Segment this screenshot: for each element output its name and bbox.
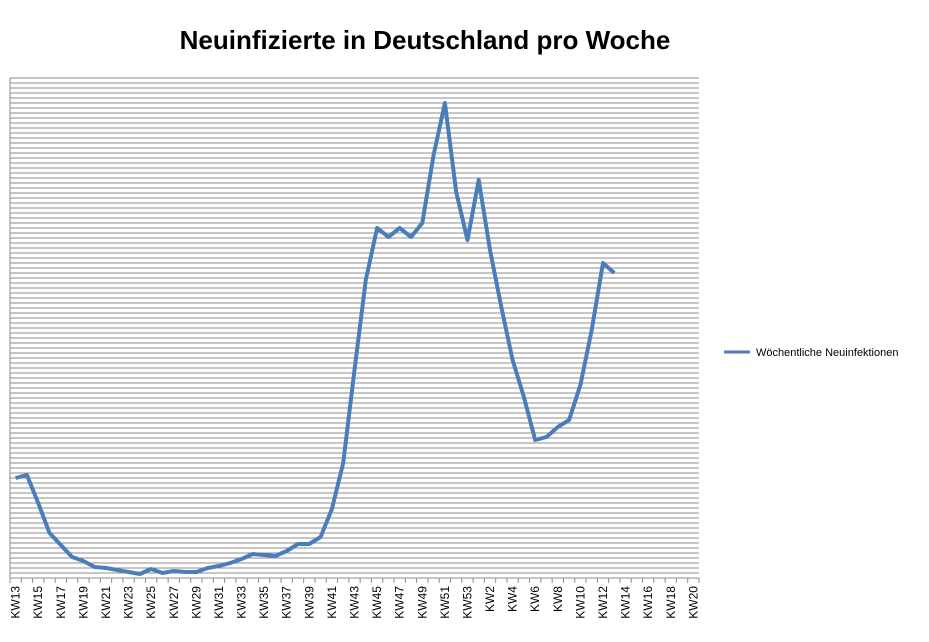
x-tick-label: KW23 <box>122 586 136 619</box>
x-tick-label: KW45 <box>370 586 384 619</box>
x-tick-label: KW39 <box>302 586 316 619</box>
axes <box>9 78 700 583</box>
x-tick-label: KW2 <box>483 586 497 612</box>
x-tick-label: KW35 <box>257 586 271 619</box>
x-tick-label: KW29 <box>189 586 203 619</box>
x-tick-label: KW6 <box>528 586 542 612</box>
x-tick-label: KW4 <box>506 586 520 612</box>
series-line <box>15 101 616 576</box>
x-tick-label: KW27 <box>167 586 181 619</box>
x-tick-label: KW25 <box>144 586 158 619</box>
x-tick-label: KW31 <box>212 586 226 619</box>
x-tick-label: KW21 <box>99 586 113 619</box>
x-tick-label: KW17 <box>54 586 68 619</box>
x-tick-label: KW15 <box>31 586 45 619</box>
chart-title: Neuinfizierte in Deutschland pro Woche <box>180 25 671 55</box>
legend-label: Wöchentliche Neuinfektionen <box>756 347 898 359</box>
x-tick-label: KW51 <box>438 586 452 619</box>
x-tick-label: KW33 <box>235 586 249 619</box>
x-tick-label: KW10 <box>573 586 587 619</box>
x-tick-label: KW43 <box>348 586 362 619</box>
x-tick-label: KW18 <box>664 586 678 619</box>
x-tick-label: KW13 <box>9 586 23 619</box>
x-tick-label: KW8 <box>551 586 565 612</box>
gridlines <box>10 77 699 574</box>
series-lines <box>15 101 616 576</box>
x-tick-label: KW12 <box>596 586 610 619</box>
x-tick-label: KW49 <box>415 586 429 619</box>
x-tick-label: KW14 <box>619 586 633 619</box>
x-tick-label: KW41 <box>325 586 339 619</box>
x-tick-label: KW47 <box>393 586 407 619</box>
x-tick-label: KW53 <box>460 586 474 619</box>
x-tick-label: KW19 <box>76 586 90 619</box>
x-tick-labels: KW13 KW15 KW17 KW19 KW21 KW23 KW25 KW27 KW29 KW31… <box>9 586 701 619</box>
x-tick-label: KW16 <box>641 586 655 619</box>
x-tick-label: KW20 <box>686 586 700 619</box>
x-tick-label: KW37 <box>280 586 294 619</box>
legend: Wöchentliche Neuinfektionen <box>724 347 898 359</box>
